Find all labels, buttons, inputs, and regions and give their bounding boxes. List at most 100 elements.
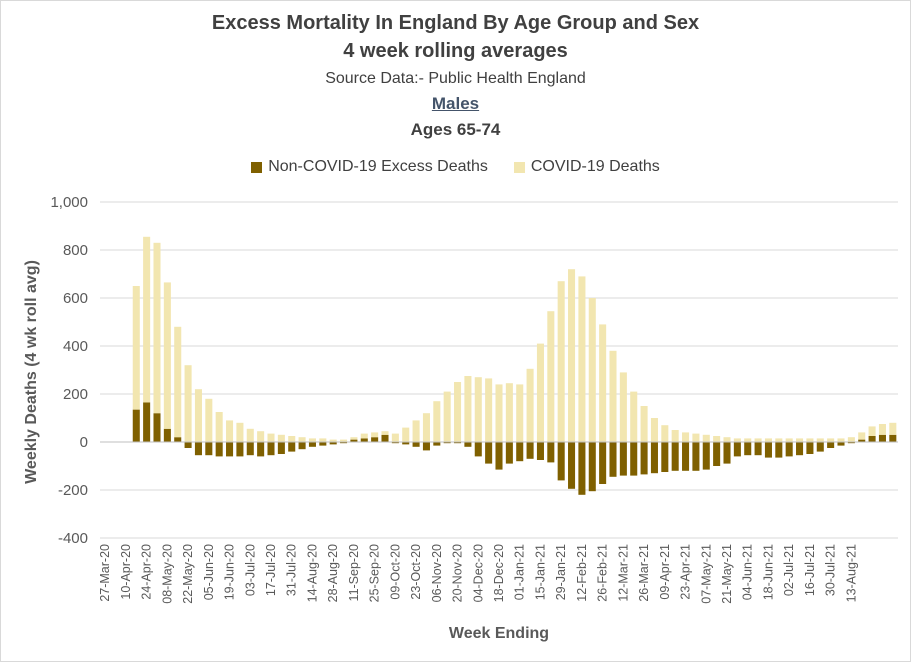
x-tick-label: 17-Jul-20 xyxy=(264,544,278,596)
bar-covid xyxy=(630,391,638,442)
bar-covid xyxy=(754,438,762,442)
bar-covid xyxy=(599,324,607,442)
bar-covid xyxy=(277,434,285,442)
x-tick-label: 25-Sep-20 xyxy=(368,544,382,602)
bar-covid xyxy=(827,438,835,442)
bar-covid xyxy=(847,437,855,442)
x-tick-label: 08-May-20 xyxy=(160,544,174,604)
bar-covid xyxy=(267,433,275,442)
bar-covid xyxy=(505,383,513,442)
x-tick-label: 31-Jul-20 xyxy=(285,544,299,596)
x-tick-label: 03-Jul-20 xyxy=(243,544,257,596)
bar-non-covid xyxy=(143,402,151,442)
x-tick-label: 04-Jun-21 xyxy=(741,544,755,600)
bar-non-covid xyxy=(402,442,410,445)
bar-non-covid xyxy=(412,442,420,447)
x-tick-label: 21-May-21 xyxy=(720,544,734,604)
bar-non-covid xyxy=(371,437,379,442)
bar-covid xyxy=(578,276,586,442)
bar-covid xyxy=(215,412,223,442)
age-group-heading: Ages 65-74 xyxy=(410,120,501,139)
bar-covid xyxy=(402,427,410,442)
x-tick-label: 01-Jan-21 xyxy=(513,544,527,600)
x-axis-title: Week Ending xyxy=(449,625,549,642)
bar-covid xyxy=(878,424,886,435)
bar-non-covid xyxy=(277,442,285,454)
bar-non-covid xyxy=(495,442,503,470)
bar-covid xyxy=(381,431,389,435)
x-tick-label: 23-Apr-21 xyxy=(679,544,693,600)
bar-covid xyxy=(775,438,783,442)
bar-non-covid xyxy=(723,442,731,464)
bar-non-covid xyxy=(454,442,462,444)
bar-covid xyxy=(422,413,430,442)
bar-covid xyxy=(640,406,648,442)
x-tick-label: 19-Jun-20 xyxy=(223,544,237,600)
x-tick-label: 09-Apr-21 xyxy=(658,544,672,600)
bar-covid xyxy=(723,437,731,442)
x-tick-label: 28-Aug-20 xyxy=(326,544,340,602)
bar-non-covid xyxy=(630,442,638,476)
bar-covid xyxy=(226,420,234,442)
bar-covid xyxy=(474,377,482,442)
x-tick-label: 26-Mar-21 xyxy=(637,544,651,602)
bar-non-covid xyxy=(806,442,814,454)
bar-covid xyxy=(464,376,472,442)
x-tick-label: 23-Oct-20 xyxy=(409,544,423,600)
legend-label-non-covid: Non-COVID-19 Excess Deaths xyxy=(268,158,488,175)
x-tick-label: 30-Jul-21 xyxy=(824,544,838,596)
bar-covid xyxy=(692,433,700,442)
x-tick-label: 07-May-21 xyxy=(699,544,713,604)
bar-non-covid xyxy=(215,442,223,457)
bar-covid xyxy=(744,438,752,442)
bar-non-covid xyxy=(350,439,358,442)
y-axis-title: Weekly Deaths (4 wk roll avg) xyxy=(23,260,40,484)
legend-label-covid: COVID-19 Deaths xyxy=(530,158,660,175)
bar-covid xyxy=(661,425,669,442)
bar-non-covid xyxy=(671,442,679,471)
bar-non-covid xyxy=(391,442,399,444)
chart-subtitle: 4 week rolling averages xyxy=(343,40,568,62)
bar-non-covid xyxy=(733,442,741,457)
legend-item-covid: COVID-19 Deaths xyxy=(513,158,660,176)
bar-non-covid xyxy=(246,442,254,456)
y-tick-label: 0 xyxy=(80,434,88,451)
x-tick-label: 29-Jan-21 xyxy=(554,544,568,600)
bar-non-covid xyxy=(661,442,669,472)
bar-non-covid xyxy=(464,442,472,447)
y-tick-label: 400 xyxy=(63,338,88,355)
bar-non-covid xyxy=(557,442,565,481)
x-tick-label: 06-Nov-20 xyxy=(430,544,444,602)
bar-non-covid xyxy=(163,428,171,442)
bar-non-covid xyxy=(308,442,316,447)
bar-covid xyxy=(702,434,710,442)
bar-non-covid xyxy=(650,442,658,474)
x-tick-label: 11-Sep-20 xyxy=(347,544,361,601)
bar-non-covid xyxy=(505,442,513,464)
bar-non-covid xyxy=(381,434,389,442)
x-tick-label: 12-Feb-21 xyxy=(575,544,589,602)
bar-non-covid xyxy=(775,442,783,458)
bar-covid xyxy=(340,439,348,442)
x-tick-label: 27-Mar-20 xyxy=(98,544,112,602)
bar-non-covid xyxy=(619,442,627,476)
bar-covid xyxy=(350,437,358,440)
bar-non-covid xyxy=(236,442,244,457)
bar-covid xyxy=(194,389,202,442)
bar-non-covid xyxy=(785,442,793,457)
bar-non-covid xyxy=(288,442,296,452)
bar-covid xyxy=(816,438,824,442)
bar-non-covid xyxy=(443,442,451,444)
bar-covid xyxy=(868,426,876,436)
bar-covid xyxy=(516,384,524,442)
bar-non-covid xyxy=(692,442,700,471)
bar-covid xyxy=(557,281,565,442)
bar-non-covid xyxy=(568,442,576,489)
bar-covid xyxy=(329,439,337,442)
bar-covid xyxy=(588,298,596,442)
y-tick-label: 800 xyxy=(63,242,88,259)
bar-non-covid xyxy=(526,442,534,459)
bar-covid xyxy=(495,384,503,442)
bar-covid xyxy=(764,438,772,442)
